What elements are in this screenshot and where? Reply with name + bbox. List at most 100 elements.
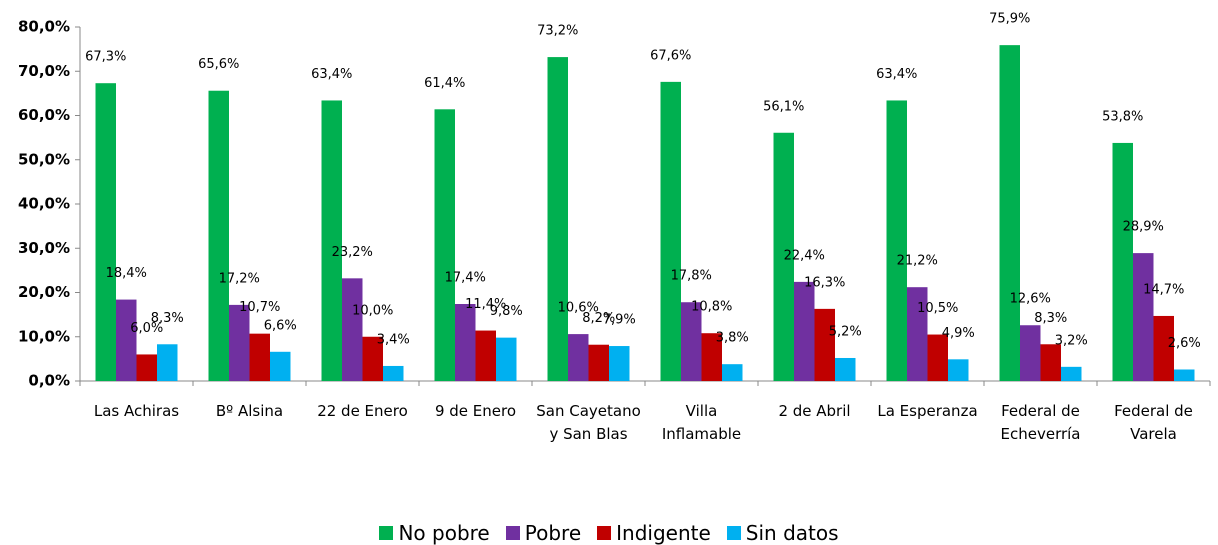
bar <box>835 357 856 381</box>
y-tick-label: 60,0% <box>18 106 70 124</box>
bar <box>1020 325 1041 381</box>
value-label: 10,7% <box>239 300 280 315</box>
value-label: 14,7% <box>1143 282 1184 297</box>
y-tick-label: 30,0% <box>18 239 70 257</box>
x-tick-label: Federal de Varela <box>1114 402 1193 443</box>
legend-swatch <box>597 526 612 540</box>
bar <box>362 336 383 381</box>
value-label: 65,6% <box>198 57 239 72</box>
bar <box>383 365 404 381</box>
value-label: 16,3% <box>804 275 845 290</box>
y-tick-label: 50,0% <box>18 150 70 168</box>
bar <box>547 57 568 382</box>
value-label: 18,4% <box>106 266 147 281</box>
value-label: 17,4% <box>445 271 486 286</box>
legend-swatch <box>505 526 520 540</box>
value-label: 3,8% <box>716 331 749 346</box>
bar <box>342 278 363 381</box>
bar <box>229 304 250 381</box>
bar <box>609 346 630 381</box>
x-tick-label: Las Achiras <box>93 402 180 420</box>
legend: No pobre Pobre Indigente Sin datos <box>0 521 1218 545</box>
bar <box>1112 142 1133 381</box>
legend-item: Pobre <box>505 521 582 545</box>
bar <box>455 304 476 381</box>
x-tick-label: 2 de Abril <box>778 402 851 420</box>
y-tick-label: 70,0% <box>18 62 70 80</box>
bar <box>568 334 589 381</box>
value-label: 2,6% <box>1168 336 1201 351</box>
y-tick-label: 20,0% <box>18 283 70 301</box>
legend-label: Sin datos <box>745 521 839 545</box>
bar <box>999 45 1020 382</box>
y-tick-label: 40,0% <box>18 195 70 213</box>
value-label: 56,1% <box>763 99 804 114</box>
bar <box>95 83 116 381</box>
x-tick-label: Federal de Echeverría <box>1000 402 1081 443</box>
value-label: 10,5% <box>917 301 958 316</box>
value-label: 22,4% <box>784 248 825 263</box>
value-label: 6,0% <box>130 321 163 336</box>
bar <box>249 333 270 381</box>
legend-item: No pobre <box>379 521 490 545</box>
x-tick-label: La Esperanza <box>877 402 978 420</box>
y-tick-label: 10,0% <box>18 327 70 345</box>
bar <box>886 100 907 381</box>
value-label: 10,0% <box>352 303 393 318</box>
y-tick-label: 0,0% <box>28 372 70 390</box>
bar <box>681 302 702 381</box>
value-label: 7,9% <box>603 313 636 328</box>
value-label: 67,3% <box>85 50 126 65</box>
value-label: 23,2% <box>332 245 373 260</box>
bar <box>1153 315 1174 381</box>
legend-swatch <box>726 526 741 540</box>
bar <box>1061 366 1082 381</box>
y-tick-label: 80,0% <box>18 18 70 36</box>
x-tick-label: 9 de Enero <box>434 402 517 420</box>
value-label: 75,9% <box>989 12 1030 27</box>
bar <box>722 364 743 381</box>
value-label: 63,4% <box>876 67 917 82</box>
value-label: 8,2% <box>582 311 615 326</box>
value-label: 10,8% <box>691 300 732 315</box>
bar <box>434 109 455 382</box>
value-label: 61,4% <box>424 76 465 91</box>
bar <box>1133 253 1154 381</box>
bar <box>321 100 342 381</box>
value-label: 12,6% <box>1010 292 1051 307</box>
value-label: 67,6% <box>650 48 691 63</box>
x-tick-label: Villa Inflamable <box>661 402 742 443</box>
legend-item: Indigente <box>597 521 711 545</box>
legend-label: Pobre <box>524 521 582 545</box>
value-label: 3,2% <box>1055 333 1088 348</box>
bar <box>588 344 609 381</box>
bar <box>1174 369 1195 381</box>
bar <box>794 281 815 381</box>
legend-label: Indigente <box>616 521 711 545</box>
value-label: 8,3% <box>1034 311 1067 326</box>
value-label: 21,2% <box>897 254 938 269</box>
bar <box>475 330 496 381</box>
value-label: 5,2% <box>829 324 862 339</box>
value-label: 3,4% <box>377 332 410 347</box>
value-label: 4,9% <box>942 326 975 341</box>
bar <box>136 354 157 381</box>
value-label: 28,9% <box>1123 220 1164 235</box>
value-label: 53,8% <box>1102 109 1143 124</box>
bar <box>116 299 137 381</box>
bar <box>927 334 948 381</box>
bar <box>814 308 835 381</box>
x-tick-label: Bº Alsina <box>215 402 284 420</box>
value-label: 9,8% <box>490 304 523 319</box>
bar <box>948 359 969 381</box>
legend-label: No pobre <box>398 521 490 545</box>
bar <box>701 333 722 381</box>
legend-swatch <box>379 526 394 540</box>
x-tick-label: San Cayetano y San Blas <box>536 402 641 443</box>
value-label: 63,4% <box>311 67 352 82</box>
bar <box>773 132 794 381</box>
bar <box>660 81 681 382</box>
legend-item: Sin datos <box>726 521 839 545</box>
